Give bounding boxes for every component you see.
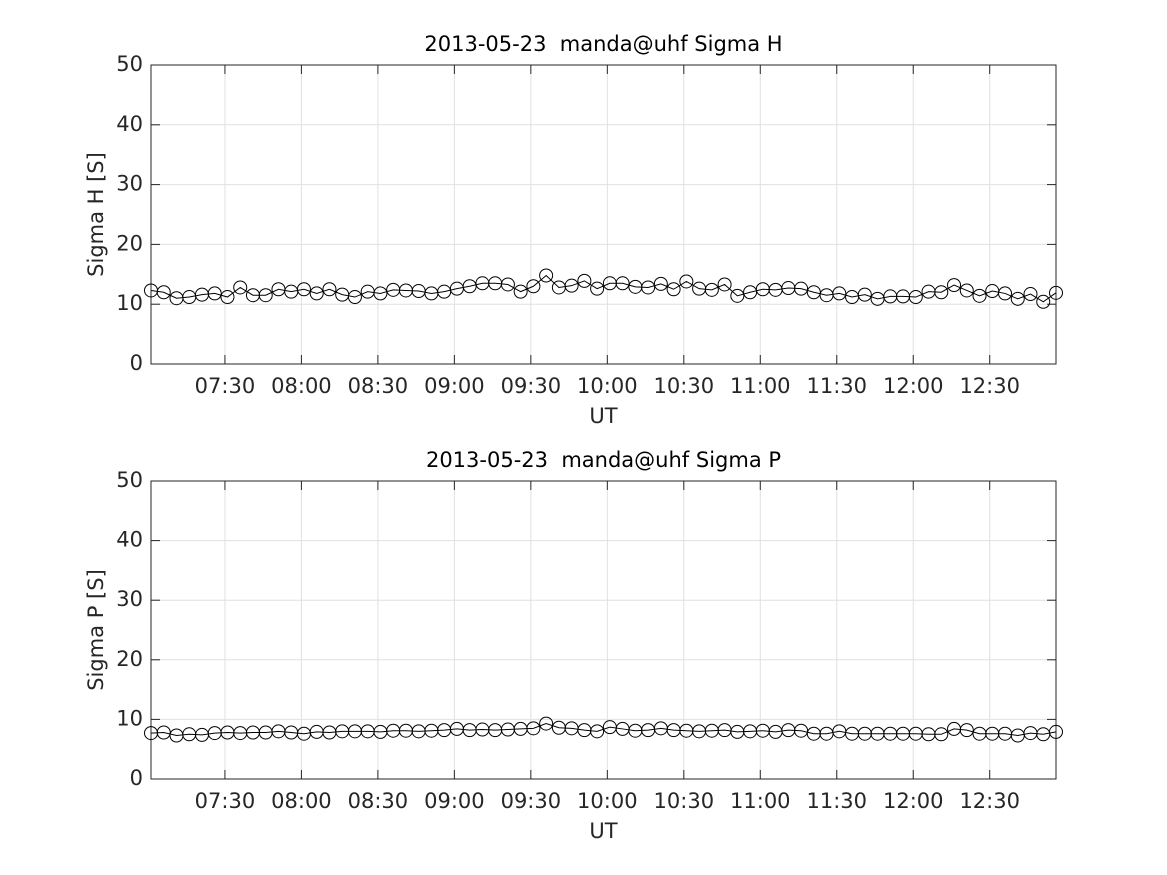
y-tick-label: 20 — [116, 647, 143, 671]
data-marker — [947, 278, 962, 293]
data-marker — [309, 286, 324, 301]
y-tick-label: 50 — [116, 468, 143, 492]
data-marker — [539, 716, 554, 731]
x-tick-label: 07:30 — [195, 789, 256, 813]
data-marker — [1010, 291, 1025, 306]
data-marker — [220, 290, 235, 305]
x-tick-label: 08:00 — [271, 374, 332, 398]
x-tick-label: 10:00 — [577, 374, 638, 398]
data-marker — [666, 282, 681, 297]
y-tick-label: 20 — [116, 231, 143, 255]
data-marker — [653, 276, 668, 291]
x-tick-label: 11:00 — [730, 374, 791, 398]
x-tick-label: 08:00 — [271, 789, 332, 813]
data-marker — [373, 286, 388, 301]
x-tick-label: 11:30 — [806, 374, 867, 398]
x-tick-label: 11:30 — [806, 789, 867, 813]
chart-title: 2013-05-23 manda@uhf Sigma H — [424, 32, 782, 56]
data-marker — [156, 285, 171, 300]
y-axis-label: Sigma H [S] — [84, 152, 108, 277]
data-marker — [704, 282, 719, 297]
plot-area — [151, 65, 1056, 364]
x-tick-label: 08:30 — [348, 374, 409, 398]
data-marker — [526, 279, 541, 294]
x-axis-label: UT — [589, 404, 617, 428]
data-marker — [233, 280, 248, 295]
data-marker — [539, 268, 554, 283]
y-tick-label: 40 — [116, 112, 143, 136]
y-axis-label: Sigma P [S] — [84, 569, 108, 691]
data-marker — [590, 281, 605, 296]
y-tick-label: 10 — [116, 706, 143, 730]
y-tick-label: 50 — [116, 52, 143, 76]
data-marker — [641, 280, 656, 295]
chart-title: 2013-05-23 manda@uhf Sigma P — [426, 448, 781, 472]
data-marker — [1049, 285, 1063, 300]
data-marker — [934, 727, 949, 742]
data-marker — [590, 724, 605, 739]
x-tick-label: 11:00 — [730, 789, 791, 813]
x-tick-label: 10:30 — [654, 374, 715, 398]
y-tick-label: 30 — [116, 587, 143, 611]
data-marker — [1023, 287, 1038, 302]
y-tick-label: 30 — [116, 172, 143, 196]
x-tick-label: 12:00 — [883, 789, 944, 813]
x-axis-label: UT — [589, 819, 617, 843]
data-marker — [972, 288, 987, 303]
data-marker — [296, 282, 311, 297]
x-tick-label: 08:30 — [348, 789, 409, 813]
data-marker — [347, 290, 362, 305]
data-marker — [794, 281, 809, 296]
data-marker — [998, 286, 1013, 301]
data-marker — [207, 286, 222, 301]
axes-box — [150, 64, 1057, 365]
subplot: 0 10 20 30 40 50 07:30 08:00 08:30 09:00 09:30 10:0… — [84, 32, 1063, 428]
data-marker — [500, 277, 515, 292]
data-marker — [322, 282, 337, 297]
data-marker — [679, 274, 694, 289]
x-tick-label: 10:30 — [654, 789, 715, 813]
data-marker — [1049, 724, 1063, 739]
data-marker — [577, 273, 592, 288]
x-tick-label: 09:30 — [501, 374, 562, 398]
data-marker — [513, 284, 528, 299]
data-marker — [959, 723, 974, 738]
data-marker — [615, 276, 630, 291]
x-tick-label: 07:30 — [195, 374, 256, 398]
x-tick-label: 09:00 — [424, 789, 485, 813]
data-marker — [908, 290, 923, 305]
data-marker — [730, 288, 745, 303]
x-tick-label: 12:30 — [959, 789, 1020, 813]
data-marker — [526, 721, 541, 736]
data-marker — [934, 285, 949, 300]
data-marker — [1036, 294, 1051, 309]
x-tick-label: 09:00 — [424, 374, 485, 398]
x-tick-label: 09:30 — [501, 789, 562, 813]
data-marker — [717, 277, 732, 292]
x-tick-label: 12:00 — [883, 374, 944, 398]
y-tick-label: 0 — [130, 766, 143, 790]
x-tick-label: 10:00 — [577, 789, 638, 813]
y-tick-label: 10 — [116, 291, 143, 315]
y-tick-label: 0 — [130, 351, 143, 375]
data-marker — [832, 286, 847, 301]
data-marker — [959, 283, 974, 298]
data-marker — [564, 278, 579, 293]
data-marker — [258, 288, 273, 303]
subplot: 0 10 20 30 40 50 07:30 08:00 08:30 09:00 09:30 10:0… — [84, 448, 1063, 843]
data-marker — [857, 287, 872, 302]
y-tick-label: 40 — [116, 528, 143, 552]
x-tick-label: 12:30 — [959, 374, 1020, 398]
axes-box — [150, 480, 1057, 780]
